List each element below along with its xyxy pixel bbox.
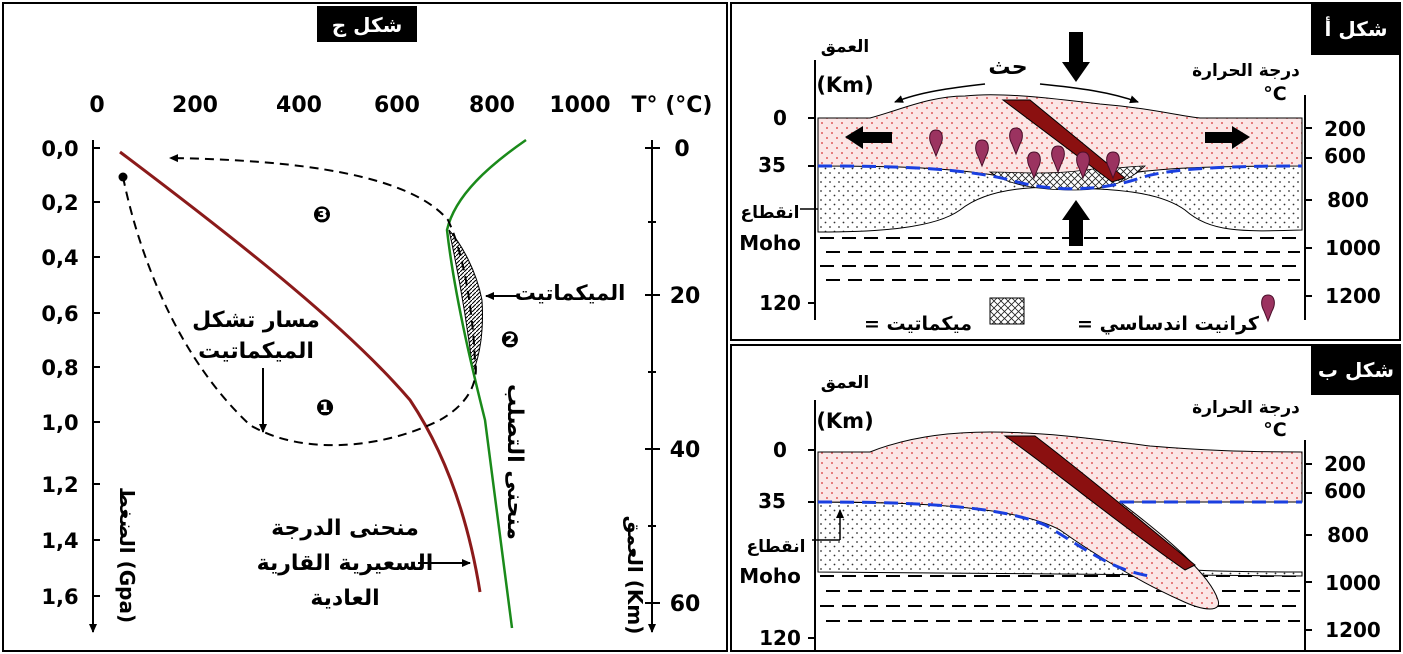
legend-granite-swatch: [1261, 294, 1275, 322]
figure-a-erosion-arrow-left: [894, 83, 986, 103]
figure-a-temp-tick-800: 800: [1327, 188, 1369, 212]
figure-a-temp-tick-600: 600: [1324, 144, 1366, 168]
path-start-dot: [118, 172, 128, 182]
temp-tick-600: 600: [374, 93, 420, 118]
figure-b-temp-tick-800: 800: [1327, 523, 1369, 547]
temp-tick-400: 400: [276, 93, 322, 118]
figure-a-depth-tick-120: 120: [759, 291, 801, 315]
figure-c-border: [2, 2, 728, 652]
marker-3: ❸: [313, 203, 332, 228]
figure-a-up-arrow: [1062, 200, 1090, 246]
figure-a: شكل أ العمق (Km) درجة الحرارة °C 0 35 12…: [730, 2, 1401, 341]
figure-b-depth-label-2: (Km): [816, 409, 873, 433]
figure-a-down-arrow: [1062, 32, 1090, 82]
figure-b-temp-label-2: °C: [1263, 419, 1286, 441]
figure-b-moho-label-1: انقطاع: [746, 537, 805, 557]
figure-b-depth-tick-0: 0: [773, 438, 787, 462]
solidus-label: منحنى التصلب: [502, 384, 527, 540]
figure-a-title: شكل أ: [1325, 15, 1388, 41]
figure-a-legend-migmatite: = ميكماتيت: [864, 313, 972, 335]
figure-b-title-box: [1311, 345, 1400, 395]
figure-c-title: شكل ج: [332, 13, 403, 37]
figure-b-moho-label-2: Moho: [739, 564, 801, 588]
marker-2: ❷: [501, 328, 520, 353]
figure-b-temp-tick-1000: 1000: [1325, 571, 1381, 595]
solidus-curve: [445, 138, 527, 629]
figure-a-title-box: [1311, 3, 1400, 55]
figure-b-temp-tick-200: 200: [1324, 452, 1366, 476]
figure-a-left-arrow: [845, 126, 892, 149]
temp-tick-200: 200: [172, 93, 218, 118]
figure-c-title-box: [317, 6, 417, 42]
figure-b-border: [730, 344, 1401, 652]
figure-a-moho-label-1: انقطاع: [740, 203, 799, 223]
figure-a-temp-tick-1000: 1000: [1325, 236, 1381, 260]
figure-b: شكل ب العمق (Km) درجة الحرارة °C 0 35 12…: [730, 344, 1401, 652]
figure-b-temp-tick-600: 600: [1324, 479, 1366, 503]
pressure-ticks: [93, 147, 100, 597]
figure-b-moho-line: [817, 500, 1151, 578]
figure-a-mantle-dashes: [820, 237, 1300, 281]
geotherm-label-line2: السعيرية القارية: [257, 551, 434, 576]
figure-a-moho-label-2: Moho: [739, 231, 801, 255]
depth-axis-label: العمق (Km): [623, 516, 647, 635]
figure-b-depth-label-1: العمق: [821, 373, 870, 393]
figure-a-moho-line: [817, 164, 1303, 191]
figure-b-depth-tick-35: 35: [758, 489, 786, 513]
pressure-tick-0: 0,0: [41, 137, 78, 161]
pressure-tick-8: 1,6: [41, 585, 78, 609]
figure-a-thrust-sheet: [1001, 99, 1127, 183]
figure-c: شكل ج T° (°C) 0 200 400 600 800 1000 0,0…: [2, 2, 728, 652]
marker-1: ❶: [316, 396, 335, 421]
migmatite-label: الميكماتيت: [515, 281, 626, 305]
figure-a-erosion-label: حث: [988, 55, 1027, 80]
migmatite-path: [122, 154, 477, 447]
figure-a-border: [730, 2, 1401, 341]
figure-a-erosion-arrow-right: [1039, 83, 1139, 104]
figure-a-depth-tick-0: 0: [773, 106, 787, 130]
figure-a-depth-label-1: العمق: [821, 37, 870, 57]
path-label-line2: الميكماتيت: [198, 339, 314, 364]
path-label-line1: مسار تشكل: [192, 308, 320, 333]
figure-a-depth-ticks: [808, 117, 1312, 304]
temp-axis-label: T° (°C): [632, 93, 713, 118]
figure-b-temp-tick-1200: 1200: [1325, 618, 1381, 642]
figure-b-mantle-dashes: [820, 575, 1300, 622]
migmatite-zone: [448, 229, 483, 374]
pressure-tick-4: 0,8: [41, 356, 78, 380]
pressure-tick-7: 1,4: [41, 529, 78, 553]
temp-tick-1000: 1000: [549, 93, 610, 118]
geotherm-label-line3: العادية: [310, 586, 379, 611]
geotherm-curve: [119, 150, 482, 593]
figure-a-temp-label-1: درجة الحرارة: [1192, 61, 1300, 81]
pressure-tick-2: 0,4: [41, 246, 78, 270]
pressure-tick-5: 1,0: [41, 411, 78, 435]
figure-b-title: شكل ب: [1318, 358, 1394, 382]
temp-tick-800: 800: [469, 93, 515, 118]
legend-migmatite-swatch: [989, 297, 1025, 325]
depth-ticks: [645, 147, 660, 604]
depth-tick-20: 20: [670, 284, 701, 309]
depth-tick-60: 60: [670, 592, 701, 617]
depth-tick-40: 40: [670, 438, 701, 463]
temp-tick-0: 0: [89, 93, 104, 118]
figure-b-ticks: [808, 449, 1312, 639]
figure-a-temp-tick-200: 200: [1324, 117, 1366, 141]
pressure-tick-3: 0,6: [41, 302, 78, 326]
figure-b-temp-label-1: درجة الحرارة: [1192, 398, 1300, 418]
pressure-tick-1: 0,2: [41, 191, 78, 215]
depth-tick-0: 0: [674, 137, 689, 162]
figure-a-temp-label-2: °C: [1263, 83, 1286, 105]
figure-a-depth-label-2: (Km): [816, 73, 873, 97]
pressure-tick-6: 1,2: [41, 473, 78, 497]
figure-a-temp-tick-1200: 1200: [1325, 284, 1381, 308]
figure-a-legend-granite: = كرانيت اندساسي: [1077, 313, 1260, 335]
figure-a-right-arrow: [1205, 126, 1250, 149]
figure-b-depth-tick-120: 120: [759, 626, 801, 650]
pressure-axis-label: الضغط (Gpa): [115, 487, 139, 623]
geotherm-label-line1: منحنى الدرجة: [271, 516, 419, 541]
figure-b-thrust-sheet: [1003, 435, 1196, 571]
figure-a-depth-tick-35: 35: [758, 153, 786, 177]
